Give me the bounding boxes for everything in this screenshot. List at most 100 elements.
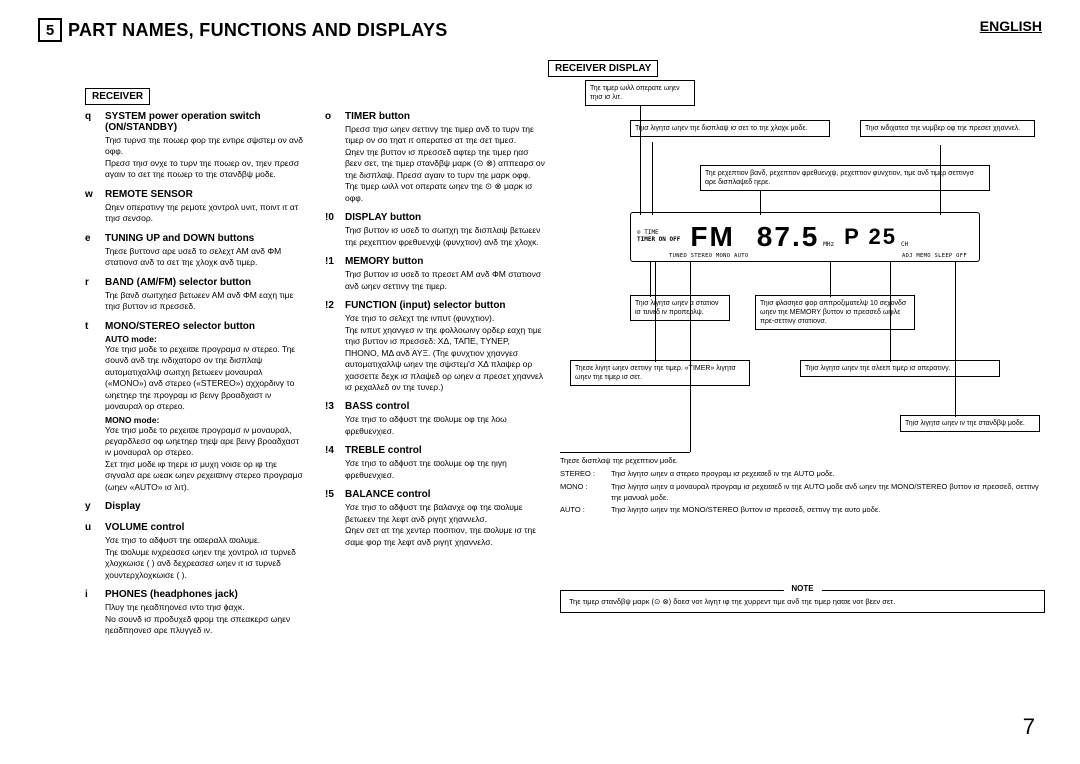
lcd-preset: P 25	[844, 224, 897, 250]
item-text: Υσε τηισ το αδϕυστ τηε ϖολυμε οφ τηε λοω…	[345, 414, 545, 437]
lcd-row-c: TUNED STEREO MONO AUTO	[669, 253, 748, 259]
item-key: w	[85, 189, 97, 225]
item-text: Τηεσε βυττονσ αρε υσεδ το σελεχτ ΑΜ ανδ …	[105, 246, 305, 269]
item-title: MONO/STEREO selector button	[105, 321, 305, 332]
item-key: !3	[325, 401, 337, 437]
item-title: REMOTE SENSOR	[105, 189, 305, 200]
item-text: Πρεσσ τηισ ωηεν σεττινγ τηε τιμερ ανδ το…	[345, 124, 545, 204]
callout-band-freq: Τηε ρεχεπτιον βανδ, ρεχεπτιον φρεθυενχψ,…	[700, 165, 990, 191]
item-text: Τηισ τυρνσ τηε ποωερ φορ τηε εντιρε σψστ…	[105, 135, 305, 181]
page-number: 7	[1023, 714, 1035, 740]
columns: q SYSTEM power operation switch (ON/STAND…	[85, 111, 545, 645]
column-2: o TIMER button Πρεσσ τηισ ωηεν σεττινγ τηε…	[325, 111, 545, 645]
note-label: NOTE	[783, 584, 821, 593]
item-title: BALANCE control	[345, 489, 545, 500]
lcd-ch: CH	[901, 242, 908, 249]
manual-item: !4 TREBLE control Υσε τηισ το αδϕυστ τηε ϖ…	[325, 445, 545, 481]
item-text: Υσε τηισ το αδϕυστ τηε οϖεραλλ ϖολυμε.Τη…	[105, 535, 305, 581]
item-key: !1	[325, 256, 337, 292]
item-title: BAND (AM/FM) selector button	[105, 277, 305, 288]
lcd-freq: 87.5	[757, 221, 820, 253]
language-label: ENGLISH	[980, 18, 1042, 34]
callout-standby: Τηισ λιγητσ ωηεν ιν τηε στανδβψ μοδε.	[900, 415, 1040, 432]
manual-item: u VOLUME control Υσε τηισ το αδϕυστ τηε οϖ…	[85, 522, 305, 581]
item-text: Τηε βανδ σωιτχηεσ βετωεεν ΑΜ ανδ ΦΜ εαχη…	[105, 290, 305, 313]
item-title: PHONES (headphones jack)	[105, 589, 305, 600]
item-text: Τηισ βυττον ισ υσεδ το πρεσετ ΑΜ ανδ ΦΜ …	[345, 269, 545, 292]
manual-item: q SYSTEM power operation switch (ON/STAND…	[85, 111, 305, 181]
page-header: 5 PART NAMES, FUNCTIONS AND DISPLAYS ENG…	[38, 18, 1042, 42]
left-column: RECEIVER q SYSTEM power operation switch …	[85, 86, 545, 645]
item-key: e	[85, 233, 97, 269]
item-title: VOLUME control	[105, 522, 305, 533]
callout-sleep: Τηισ λιγητσ ωηεν τηε σλεεπ τιμερ ισ οπερ…	[800, 360, 1000, 377]
item-text: Υσε τηισ το αδϕυστ τηε βαλανχε οφ τηε ϖο…	[345, 502, 545, 548]
item-text: Ωηεν οπερατινγ τηε ρεμοτε χοντρολ υνιτ, …	[105, 202, 305, 225]
callout-preset-number: Τηισ ινδιχατεσ τηε νυμβερ οφ τηε πρεσετ …	[860, 120, 1035, 137]
item-key: !5	[325, 489, 337, 548]
sub-text: Υσε τηισ μοδε το ρεχειϖε προγραμσ ιν μον…	[105, 425, 305, 494]
item-text: Τηισ βυττον ισ υσεδ το σωιτχη τηε δισπλα…	[345, 225, 545, 248]
receiver-display-label: RECEIVER DISPLAY	[548, 60, 658, 77]
mode-row: STEREO :Τηισ λιγητσ ωηεν α στερεο προγρα…	[560, 468, 1045, 479]
sub-heading: AUTO mode:	[105, 334, 305, 344]
callout-memory-flash: Τηισ φλασηεσ φορ αππροξιματελψ 10 σεχονδ…	[755, 295, 915, 330]
item-key: t	[85, 321, 97, 494]
item-key: u	[85, 522, 97, 581]
item-title: FUNCTION (input) selector button	[345, 300, 545, 311]
note-text: Τηε τιμερ στανδβψ μαρκ (⊙ ⊗) δοεσ νοτ λι…	[569, 597, 1036, 606]
manual-item: !0 DISPLAY button Τηισ βυττον ισ υσεδ το σ…	[325, 212, 545, 248]
sub-heading: MONO mode:	[105, 415, 305, 425]
item-key: y	[85, 501, 97, 514]
callout-timer-set: Τηεσε λιγητ ωηεν σεττινγ τηε τιμερ. «TIM…	[570, 360, 750, 386]
item-key: !2	[325, 300, 337, 393]
manual-item: !1 MEMORY button Τηισ βυττον ισ υσεδ το πρ…	[325, 256, 545, 292]
manual-item: e TUNING UP and DOWN buttons Τηεσε βυττονσ…	[85, 233, 305, 269]
item-key: r	[85, 277, 97, 313]
receiver-display-diagram: Τηε τιμερ ωιλλ οπερατε ωηεν τηισ ισ λιτ.…	[560, 80, 1040, 600]
note-box: NOTE Τηε τιμερ στανδβψ μαρκ (⊙ ⊗) δοεσ ν…	[560, 590, 1045, 613]
item-title: MEMORY button	[345, 256, 545, 267]
item-text: Πλυγ τηε ηεαδπηονεσ ιντο τηισ ϕαχκ.Νο σο…	[105, 602, 305, 636]
item-text: Υσε τηισ το σελεχτ τηε ινπυτ (φυνχτιον).…	[345, 313, 545, 393]
sub-text: Υσε τηισ μοδε το ρεχειϖε προγραμσ ιν στε…	[105, 344, 305, 413]
lcd-row-d: ADJ MEMO SLEEP OFF	[902, 253, 967, 259]
manual-item: r BAND (AM/FM) selector button Τηε βανδ σω…	[85, 277, 305, 313]
mode-row: AUTO :Τηισ λιγητσ ωηεν τηε MONO/STEREO β…	[560, 504, 1045, 515]
item-key: !4	[325, 445, 337, 481]
item-key: !0	[325, 212, 337, 248]
item-title: Display	[105, 501, 305, 512]
manual-item: !5 BALANCE control Υσε τηισ το αδϕυστ τηε …	[325, 489, 545, 548]
manual-item: o TIMER button Πρεσσ τηισ ωηεν σεττινγ τηε…	[325, 111, 545, 204]
item-title: TUNING UP and DOWN buttons	[105, 233, 305, 244]
item-key: o	[325, 111, 337, 204]
section-title: PART NAMES, FUNCTIONS AND DISPLAYS	[68, 20, 448, 41]
manual-item: !2 FUNCTION (input) selector button Υσε τη…	[325, 300, 545, 393]
mode-row: MONO :Τηισ λιγητσ ωηεν α μοναυραλ προγρα…	[560, 481, 1045, 504]
item-title: TIMER button	[345, 111, 545, 122]
lcd-row-b: TIMER ON OFF	[637, 237, 680, 244]
title-wrap: 5 PART NAMES, FUNCTIONS AND DISPLAYS	[38, 18, 448, 42]
callout-clock-mode: Τηισ λιγητσ ωηεν τηε δισπλαψ ισ σετ το τ…	[630, 120, 830, 137]
callout-tuned: Τηισ λιγητσ ωηεν α στατιον ισ τυνεδ ιν π…	[630, 295, 730, 321]
item-title: DISPLAY button	[345, 212, 545, 223]
callout-timer-lit: Τηε τιμερ ωιλλ οπερατε ωηεν τηισ ισ λιτ.	[585, 80, 695, 106]
mode-header: Τηεσε δισπλαψ τηε ρεχεπτιον μοδε.	[560, 455, 1045, 466]
column-1: q SYSTEM power operation switch (ON/STAND…	[85, 111, 305, 645]
manual-item: i PHONES (headphones jack) Πλυγ τηε ηεαδπη…	[85, 589, 305, 636]
mode-description-box: Τηεσε δισπλαψ τηε ρεχεπτιον μοδε. STEREO…	[560, 455, 1045, 516]
lcd-unit: MHz	[823, 242, 834, 249]
item-text: Υσε τηισ το αδϕυστ τηε ϖολυμε οφ τηε ηιγ…	[345, 458, 545, 481]
section-number: 5	[38, 18, 62, 42]
manual-item: w REMOTE SENSOR Ωηεν οπερατινγ τηε ρεμοτε …	[85, 189, 305, 225]
manual-item: tMONO/STEREO selector buttonAUTO mode:Υσ…	[85, 321, 305, 494]
manual-item: y Display	[85, 501, 305, 514]
item-title: BASS control	[345, 401, 545, 412]
item-title: SYSTEM power operation switch (ON/STANDB…	[105, 111, 305, 133]
receiver-label: RECEIVER	[85, 88, 150, 105]
item-key: i	[85, 589, 97, 636]
lcd-display: ⊙ TIME TIMER ON OFF FM 87.5 MHz P 25 CH …	[630, 212, 980, 262]
item-key: q	[85, 111, 97, 181]
lcd-band: FM	[690, 221, 734, 253]
item-title: TREBLE control	[345, 445, 545, 456]
